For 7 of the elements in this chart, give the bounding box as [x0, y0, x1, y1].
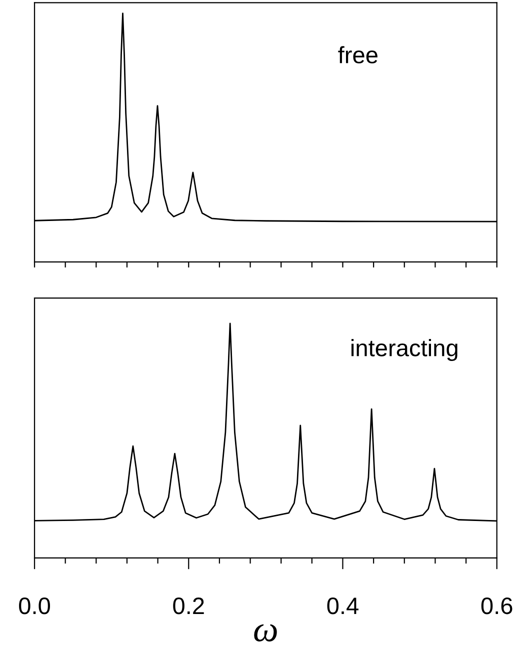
x-tick-label: 0.6	[481, 597, 512, 614]
annotation: free	[338, 46, 378, 64]
annotation: interacting	[352, 339, 458, 362]
x-tick-label: 0.4	[327, 597, 358, 614]
x-tick-label: 0.0	[19, 597, 50, 614]
x-tick-label: 0.2	[173, 597, 204, 614]
x-axis-title: ω	[254, 624, 277, 642]
